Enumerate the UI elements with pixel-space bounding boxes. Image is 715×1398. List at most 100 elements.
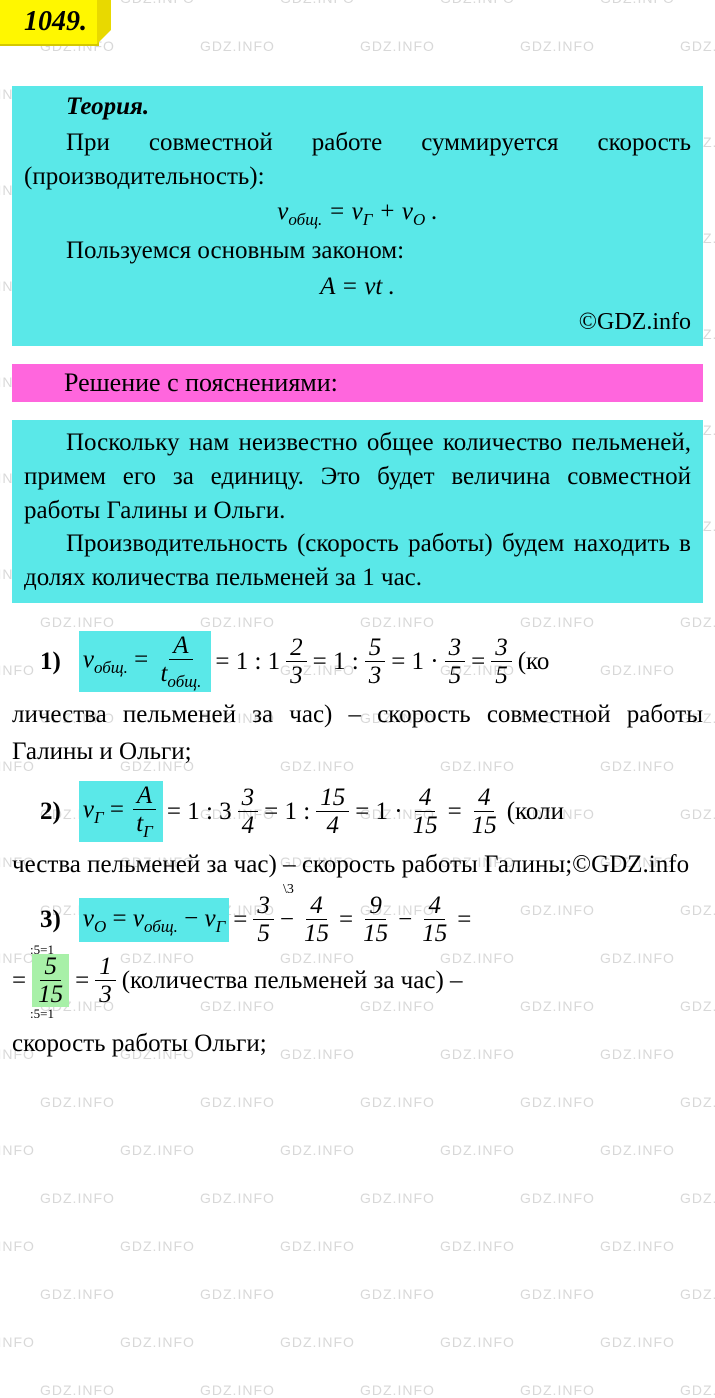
t-den: tобщ. xyxy=(156,660,205,690)
theory-line2: Пользуемся основным законом: xyxy=(24,234,691,268)
frac4: 415 xyxy=(418,893,451,946)
mid1: = 1 : xyxy=(264,793,310,831)
n: 4 xyxy=(306,893,327,920)
eq3: = xyxy=(339,901,353,939)
sup-note: \3 xyxy=(283,879,294,900)
t-sub: Г xyxy=(143,822,153,841)
frac4: 35 xyxy=(491,635,512,688)
formula-dot: . xyxy=(425,198,438,225)
step-3-num: 3) xyxy=(40,901,61,939)
d: 4 xyxy=(238,812,259,838)
v-label: v xyxy=(83,796,94,823)
step-1-num: 1) xyxy=(40,643,61,681)
frac2: 53 xyxy=(365,635,386,688)
step-2: 2) vГ = A tГ = 1 : 3 34 = 1 : 154 = 1 · … xyxy=(12,781,703,842)
page-content: 1049. Теория. При совместной работе сумм… xyxy=(0,0,715,1063)
v-sub: Г xyxy=(94,808,104,827)
A: A xyxy=(169,633,192,660)
v3: v xyxy=(204,905,215,932)
d: 5 xyxy=(445,662,466,688)
n: 3 xyxy=(253,893,274,920)
formula-v2: v xyxy=(352,198,363,225)
formula-sub2: Г xyxy=(363,210,373,229)
tail: (ко­ xyxy=(518,643,558,681)
d: 3 xyxy=(365,662,386,688)
frac3: 35 xyxy=(445,635,466,688)
n: 2 xyxy=(286,635,307,662)
tail: (коли­ xyxy=(507,793,573,831)
frac1: 34 xyxy=(238,785,259,838)
frac1: 23 xyxy=(286,635,307,688)
v-sub: общ. xyxy=(94,658,128,677)
m2: − xyxy=(280,901,294,939)
mid2: = 1 · xyxy=(391,643,438,681)
step-1-continue: личества пельменей за час) – скорость со… xyxy=(12,696,703,771)
eq2: = xyxy=(233,901,247,939)
d: 15 xyxy=(468,812,501,838)
formula-v: v xyxy=(277,198,288,225)
tail: (количества пельменей за час) – xyxy=(122,962,703,1000)
step-2-lhs: vГ = A tГ xyxy=(79,781,163,842)
n: 9 xyxy=(365,893,386,920)
step-1-lhs: vобщ. = A tобщ. xyxy=(79,631,212,692)
mid1: = 1 : xyxy=(313,643,359,681)
formula-sub: общ. xyxy=(288,210,322,229)
theory-title: Теория. xyxy=(24,90,691,124)
frac5: 515 xyxy=(32,954,69,1007)
problem-number-badge: 1049. xyxy=(0,0,99,46)
A: A xyxy=(133,783,156,810)
frac6: 13 xyxy=(95,954,116,1007)
eq: = xyxy=(12,962,26,1000)
theory-formula2: A = vt . xyxy=(24,270,691,304)
d: 5 xyxy=(491,662,512,688)
problem-number: 1049. xyxy=(24,6,87,37)
formula-plus: + xyxy=(372,198,401,225)
n: 15 xyxy=(316,785,349,812)
formula-v3: v xyxy=(402,198,413,225)
v2: v xyxy=(133,905,144,932)
d: 15 xyxy=(359,920,392,946)
frac4: 415 xyxy=(468,785,501,838)
n: 4 xyxy=(415,785,436,812)
mid3: = xyxy=(471,643,485,681)
d: 15 xyxy=(409,812,442,838)
explain-p1: Поскольку нам неизвестно общее ко­личест… xyxy=(24,426,691,527)
n: 1 xyxy=(95,954,116,981)
step-1: 1) vобщ. = A tобщ. = 1 : 1 23 = 1 : 53 =… xyxy=(12,631,703,692)
d: 3 xyxy=(286,662,307,688)
copyright: ©GDZ.info xyxy=(24,306,691,338)
n: 4 xyxy=(424,893,445,920)
frac2: 154 xyxy=(316,785,349,838)
v: v xyxy=(83,905,94,932)
frac-At: A tГ xyxy=(132,783,157,840)
explanation-box: Поскольку нам неизвестно общее ко­личест… xyxy=(12,420,703,603)
v-label: v xyxy=(83,646,94,673)
mid2: = 1 · xyxy=(355,793,402,831)
step-3-lhs: vO = vобщ. − vГ xyxy=(79,898,229,942)
eq5: = xyxy=(75,962,89,1000)
t-den: tГ xyxy=(132,810,157,840)
eq: = xyxy=(110,796,130,823)
theory-line1: При совместной работе суммируется скорос… xyxy=(24,126,691,194)
d: 3 xyxy=(95,981,116,1007)
note-top: :5=1 xyxy=(30,940,54,960)
theory-box: Теория. При совместной работе суммируетс… xyxy=(12,86,703,346)
step-2-continue: чества пельменей за час) – скорость ра­б… xyxy=(12,846,703,884)
frac3: 915 xyxy=(359,893,392,946)
step-3-continue: скорость работы Ольги; xyxy=(12,1025,703,1063)
n: 3 xyxy=(445,635,466,662)
chain: = 1 : 1 xyxy=(215,643,280,681)
step-3: 3) vO = vобщ. − vГ = 35 \3 − 415 = 915 −… xyxy=(12,893,703,1063)
step-3-line2: :5=1 = 515 = 13 (количества пельменей за… xyxy=(12,954,703,1007)
n: 5 xyxy=(365,635,386,662)
eq: = xyxy=(106,905,133,932)
n: 3 xyxy=(238,785,259,812)
frac1: 35 xyxy=(253,893,274,946)
sub3: Г xyxy=(216,917,226,936)
m3: − xyxy=(398,901,412,939)
explain-p2: Производительность (скорость рабо­ты) бу… xyxy=(24,527,691,595)
d: 5 xyxy=(253,920,274,946)
steps-container: 1) vобщ. = A tобщ. = 1 : 1 23 = 1 : 53 =… xyxy=(12,631,703,1063)
frac-At: A tобщ. xyxy=(156,633,205,690)
frac2: 415 xyxy=(300,893,333,946)
